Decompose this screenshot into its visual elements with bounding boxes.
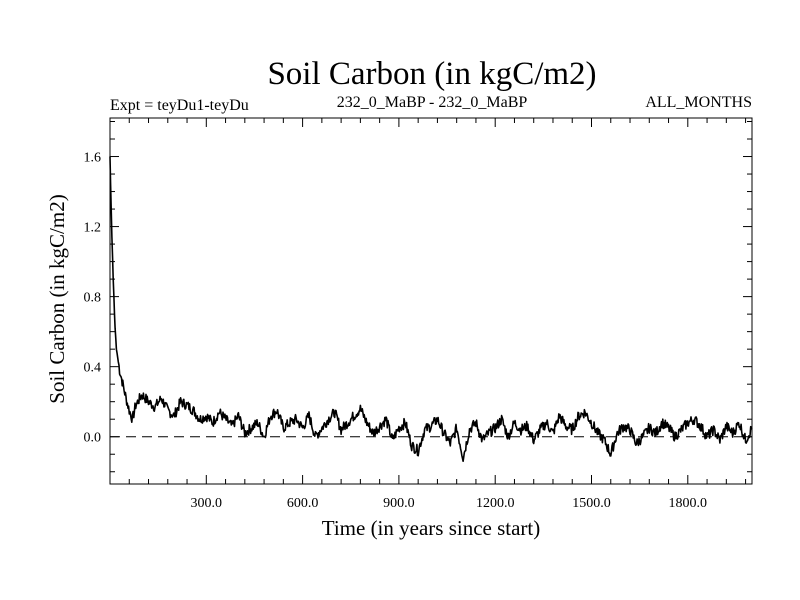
y-tick-label: 0.8	[84, 291, 102, 306]
y-tick-label: 1.6	[84, 151, 102, 166]
plot-frame	[109, 117, 753, 485]
x-tick-label: 300.0	[191, 496, 223, 511]
y-tick-label: 1.2	[84, 221, 102, 236]
x-tick-label: 1500.0	[572, 496, 611, 511]
x-tick-label: 900.0	[383, 496, 415, 511]
y-axis-label: Soil Carbon (in kgC/m2)	[45, 194, 69, 403]
y-tick-label: 0.4	[84, 361, 102, 376]
subtitle-left: Expt = teyDu1-teyDu	[110, 97, 249, 114]
series-layer	[109, 156, 753, 463]
subtitle-center: 232_0_MaBP - 232_0_MaBP	[337, 94, 528, 111]
x-tick-label: 1800.0	[669, 496, 708, 511]
x-tick-label: 600.0	[287, 496, 319, 511]
x-tick-label: 1200.0	[476, 496, 515, 511]
subtitle-right: ALL_MONTHS	[645, 94, 752, 111]
chart-title: Soil Carbon (in kgC/m2)	[267, 56, 596, 92]
soil-carbon-series-line	[109, 156, 753, 463]
x-axis-label: Time (in years since start)	[322, 516, 541, 540]
y-tick-label: 0.0	[84, 431, 102, 446]
